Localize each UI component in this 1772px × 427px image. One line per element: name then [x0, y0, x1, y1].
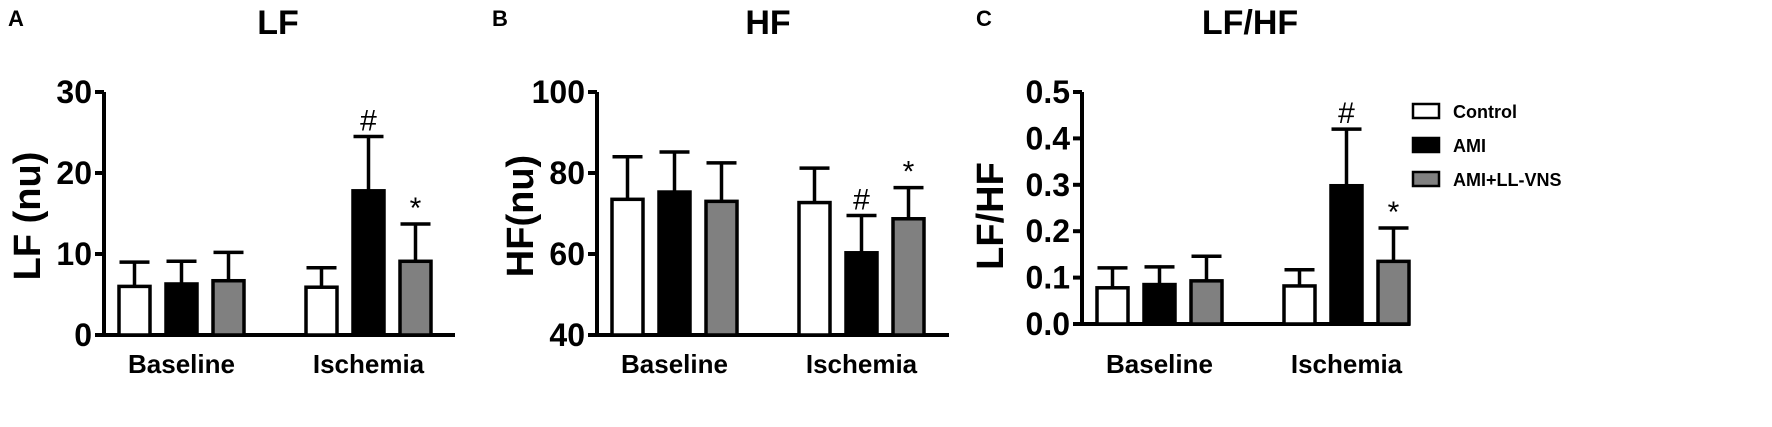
chart-title-a: LF	[257, 4, 299, 42]
significance-mark: *	[903, 156, 915, 189]
x-category-label: Ischemia	[806, 349, 918, 379]
bar-ami-ll-vns-ischemia	[891, 217, 926, 337]
significance-mark: #	[360, 105, 377, 138]
y-tick-label: 0.2	[1026, 213, 1070, 249]
x-category-label: Ischemia	[1291, 349, 1403, 379]
y-tick-label: 60	[549, 236, 585, 272]
legend-item-control: Control	[1411, 102, 1517, 122]
bar-ami-ll-vns-baseline	[211, 278, 246, 337]
bar-control-ischemia	[1282, 284, 1317, 326]
y-tick-label: 30	[56, 74, 92, 110]
legend-swatch-ami-ll-vns	[1411, 170, 1441, 188]
panel-letter-a: A	[8, 6, 24, 31]
bar-ami-ischemia	[1329, 183, 1364, 326]
legend-item-ami-ll-vns: AMI+LL-VNS	[1411, 170, 1562, 190]
y-tick-label: 0.3	[1026, 167, 1070, 203]
y-tick-label: 20	[56, 155, 92, 191]
bar-control-baseline	[610, 197, 645, 337]
y-tick-label: 0.0	[1026, 306, 1070, 342]
y-tick-label: 100	[532, 74, 585, 110]
panel-a: A LF LF (nu) 0 10 20 30 Baseline Ischemia # *	[7, 4, 455, 379]
plot-area-c: 0.0 0.1 0.2 0.3 0.4 0.5 Baseline Ischemia # *	[1026, 74, 1411, 379]
panel-letter-b: B	[492, 6, 508, 31]
bar-ami-baseline	[657, 190, 692, 337]
bar-control-ischemia	[304, 285, 339, 337]
bar-ami-ll-vns-baseline	[1189, 279, 1224, 326]
significance-mark: #	[1338, 97, 1355, 130]
x-category-label: Baseline	[1106, 349, 1213, 379]
panel-letter-c: C	[976, 6, 992, 31]
legend-label-ami: AMI	[1453, 136, 1486, 156]
y-tick-label: 40	[549, 317, 585, 353]
bar-ami-ischemia	[844, 251, 879, 337]
y-tick-label: 0.1	[1026, 260, 1070, 296]
legend: Control AMI AMI+LL-VNS	[1411, 102, 1562, 190]
legend-item-ami: AMI	[1411, 136, 1486, 156]
panel-c: C LF/HF LF/HF 0.0 0.1 0.2 0.3 0.4 0.5 Baseline…	[970, 4, 1411, 379]
plot-area-a: 0 10 20 30 Baseline Ischemia # *	[56, 74, 455, 379]
y-axis-label-b: HF(nu)	[500, 155, 542, 277]
significance-mark: *	[410, 192, 422, 225]
legend-swatch-ami	[1411, 136, 1441, 154]
y-tick-label: 0.5	[1026, 74, 1070, 110]
bar-control-baseline	[117, 284, 152, 337]
y-tick-label: 0.4	[1026, 120, 1071, 156]
bar-ami-baseline	[164, 282, 199, 337]
chart-title-b: HF	[745, 4, 790, 42]
y-tick-label: 0	[74, 317, 92, 353]
bar-ami-ll-vns-ischemia	[1376, 259, 1411, 326]
y-tick-label: 10	[56, 236, 92, 272]
bar-ami-baseline	[1142, 282, 1177, 326]
y-axis-label-a: LF (nu)	[7, 152, 49, 281]
x-category-label: Ischemia	[313, 349, 425, 379]
bar-ami-ll-vns-baseline	[704, 199, 739, 337]
plot-area-b: 40 60 80 100 Baseline Ischemia # *	[532, 74, 949, 379]
y-tick-label: 80	[549, 155, 585, 191]
x-category-label: Baseline	[621, 349, 728, 379]
chart-title-c: LF/HF	[1202, 4, 1298, 42]
y-axis-label-c: LF/HF	[970, 162, 1012, 270]
legend-label-control: Control	[1453, 102, 1517, 122]
bar-ami-ll-vns-ischemia	[398, 259, 433, 337]
x-category-label: Baseline	[128, 349, 235, 379]
bar-control-baseline	[1095, 286, 1130, 326]
legend-swatch-control	[1411, 102, 1441, 120]
significance-mark: *	[1388, 196, 1400, 229]
panel-b: B HF HF(nu) 40 60 80 100 Baseline Ischemia # *	[492, 4, 949, 379]
bar-ami-ischemia	[351, 189, 386, 337]
bar-control-ischemia	[797, 200, 832, 337]
legend-label-ami-ll-vns: AMI+LL-VNS	[1453, 170, 1562, 190]
significance-mark: #	[853, 184, 870, 217]
